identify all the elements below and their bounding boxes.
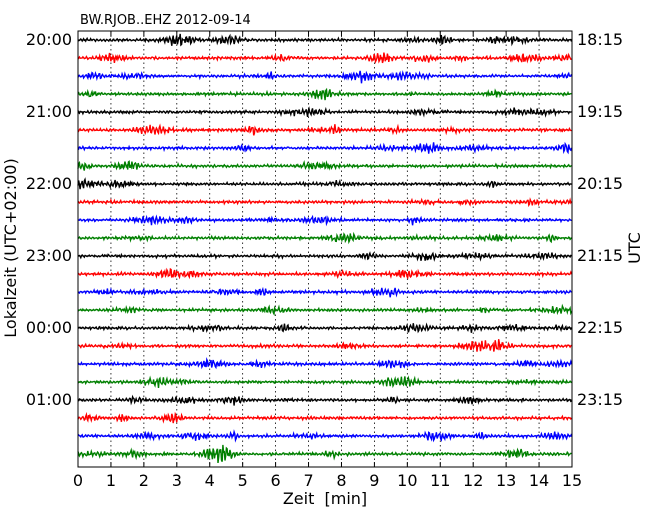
x-axis: 0 1 2 3 4 5 6 7 8 9 10 11 12 13 14 15 xyxy=(73,31,582,490)
right-time-label: 22:15 xyxy=(577,318,623,337)
trace-line xyxy=(77,87,572,101)
trace-line xyxy=(77,322,573,334)
left-time-label: 23:00 xyxy=(26,246,72,265)
right-time-label: 18:15 xyxy=(577,30,623,49)
right-time-label: 21:15 xyxy=(577,246,623,265)
x-axis-label: Zeit [min] xyxy=(283,489,367,508)
left-time-axis: 20:00 21:00 22:00 23:00 00:00 01:00 xyxy=(26,30,83,409)
trace-line xyxy=(77,356,573,370)
x-tick-label: 5 xyxy=(238,471,248,490)
left-time-label: 00:00 xyxy=(26,318,72,337)
trace-line xyxy=(77,214,572,227)
x-tick-label: 12 xyxy=(463,471,483,490)
x-tick-label: 8 xyxy=(336,471,346,490)
trace-line xyxy=(77,411,573,424)
left-time-label: 22:00 xyxy=(26,174,72,193)
x-tick-label: 9 xyxy=(369,471,379,490)
y-axis-label-left: Lokalzeit (UTC+02:00) xyxy=(1,158,20,337)
x-tick-label: 6 xyxy=(271,471,281,490)
x-tick-label: 15 xyxy=(562,471,582,490)
trace-line xyxy=(77,286,573,298)
x-tick-label: 4 xyxy=(205,471,215,490)
trace-line xyxy=(77,267,573,280)
right-time-label: 23:15 xyxy=(577,390,623,409)
trace-line xyxy=(77,70,573,84)
x-tick-label: 13 xyxy=(496,471,516,490)
x-tick-label: 7 xyxy=(303,471,313,490)
x-tick-label: 14 xyxy=(529,471,549,490)
trace-line xyxy=(77,141,573,155)
trace-line xyxy=(77,375,573,389)
right-time-label: 20:15 xyxy=(577,174,623,193)
x-tick-label: 3 xyxy=(172,471,182,490)
left-time-label: 01:00 xyxy=(26,390,72,409)
trace-line xyxy=(77,177,572,190)
trace-line xyxy=(77,52,572,64)
trace-line xyxy=(77,160,572,171)
right-time-axis: 18:15 19:15 20:15 21:15 22:15 23:15 xyxy=(567,30,623,409)
vertical-grid xyxy=(110,31,540,467)
trace-line xyxy=(77,231,573,245)
x-tick-label: 2 xyxy=(139,471,149,490)
left-time-label: 21:00 xyxy=(26,102,72,121)
y-axis-label-right: UTC xyxy=(625,232,644,264)
trace-line xyxy=(77,429,573,443)
chart-title: BW.RJOB..EHZ 2012-09-14 xyxy=(80,13,251,28)
x-tick-label: 11 xyxy=(430,471,450,490)
trace-line xyxy=(77,303,573,317)
x-tick-label: 10 xyxy=(397,471,417,490)
trace-line xyxy=(77,444,572,464)
trace-line xyxy=(77,33,573,47)
x-tick-label: 0 xyxy=(73,471,83,490)
trace-line xyxy=(77,123,572,136)
plot-frame xyxy=(77,30,573,468)
x-tick-label: 1 xyxy=(106,471,116,490)
trace-line xyxy=(77,339,573,352)
trace-line xyxy=(77,106,572,118)
left-time-label: 20:00 xyxy=(26,30,72,49)
seismogram-traces xyxy=(77,33,573,464)
trace-line xyxy=(77,394,572,406)
trace-line xyxy=(77,251,572,262)
trace-line xyxy=(77,197,573,208)
right-time-label: 19:15 xyxy=(577,102,623,121)
